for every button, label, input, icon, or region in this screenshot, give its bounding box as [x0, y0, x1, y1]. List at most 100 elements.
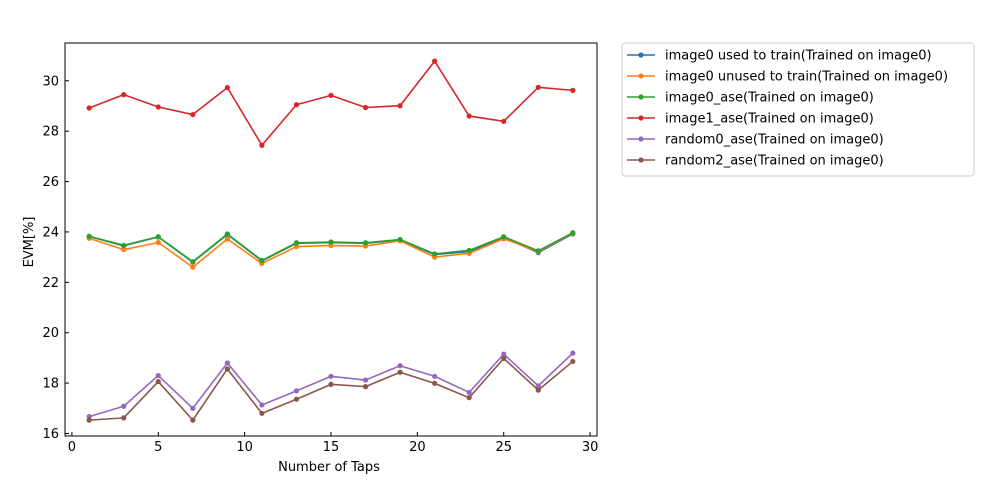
legend-entry: random2_ase(Trained on image0) [627, 154, 884, 169]
data-point [190, 264, 196, 270]
data-point [155, 239, 161, 246]
y-tick-label: 24 [42, 225, 59, 240]
data-point [535, 248, 541, 254]
data-point [570, 87, 576, 93]
legend-entry: image0_ase(Trained on image0) [627, 91, 874, 106]
data-point [155, 372, 161, 379]
data-point [155, 104, 161, 110]
data-point [570, 230, 576, 236]
data-point [121, 403, 127, 409]
data-point [121, 242, 127, 248]
legend-entry: random0_ase(Trained on image0) [627, 133, 884, 148]
x-tick-label: 5 [154, 440, 162, 455]
data-point [501, 234, 507, 240]
data-point [362, 377, 369, 383]
legend-marker [638, 115, 644, 121]
data-point [466, 395, 472, 401]
data-point [432, 380, 438, 386]
legend-entry: image1_ase(Trained on image0) [627, 112, 874, 127]
legend-marker [638, 73, 644, 79]
series-line [89, 357, 574, 421]
data-point [328, 92, 334, 98]
data-point [501, 351, 507, 357]
data-point [86, 417, 92, 423]
x-tick-label: 10 [236, 440, 253, 455]
legend-entry: image0 unused to train(Trained on image0… [627, 70, 948, 85]
data-point [155, 234, 161, 240]
axes-layer: 0 5 10 15 20 25 30 16 18 20 22 24 26 28 30 [42, 42, 599, 455]
series-3 [86, 58, 576, 148]
data-point [190, 111, 196, 118]
data-point [155, 378, 161, 385]
data-point [293, 240, 300, 246]
y-tick-label: 22 [42, 276, 59, 291]
x-tick-label: 15 [323, 440, 340, 455]
data-point [432, 373, 438, 379]
data-point [397, 369, 403, 375]
data-point [224, 366, 230, 372]
data-point [466, 389, 472, 396]
data-point [293, 396, 300, 402]
legend-marker [638, 94, 644, 100]
data-point [259, 402, 265, 408]
x-tick-label: 25 [495, 440, 512, 455]
data-point [535, 383, 541, 389]
y-tick-label: 26 [42, 175, 59, 190]
data-point [190, 259, 196, 265]
series-line [88, 60, 573, 147]
y-tick-label: 18 [42, 377, 59, 392]
data-point [190, 417, 196, 423]
data-point [86, 233, 92, 239]
legend-marker [638, 136, 644, 142]
y-tick-label: 20 [42, 326, 59, 341]
legend-marker [638, 52, 644, 58]
data-point [224, 236, 230, 242]
legend-label: image0 unused to train(Trained on image0… [665, 70, 948, 85]
data-point [224, 231, 230, 237]
data-point [259, 257, 265, 264]
data-point [224, 360, 230, 366]
legend-label: random0_ase(Trained on image0) [665, 133, 884, 148]
data-point [86, 105, 92, 111]
data-point [466, 247, 472, 253]
data-point [570, 358, 576, 365]
data-point [432, 58, 438, 64]
data-point [293, 388, 300, 394]
data-point [362, 104, 369, 111]
y-tick-label: 28 [42, 125, 59, 140]
data-point [501, 355, 507, 362]
data-point [121, 415, 127, 421]
y-axis-label: EVM[%] [22, 217, 37, 268]
x-tick-label: 0 [68, 440, 76, 455]
data-point [535, 84, 541, 90]
y-tick-label: 16 [42, 427, 59, 442]
legend-label: image0_ase(Trained on image0) [665, 91, 874, 106]
x-tick-label: 30 [582, 440, 599, 455]
legend-marker [638, 157, 644, 163]
data-point [224, 84, 230, 91]
data-point [535, 387, 541, 393]
series-4 [86, 350, 576, 420]
data-point [432, 251, 438, 257]
legend-box [621, 42, 975, 177]
data-point [259, 410, 265, 416]
series-layer [86, 58, 576, 423]
legend-label: random2_ase(Trained on image0) [665, 154, 884, 169]
data-point [397, 236, 403, 243]
data-point [293, 102, 300, 108]
data-point [328, 373, 334, 379]
data-point [362, 240, 369, 246]
data-point [501, 118, 507, 124]
data-point [190, 405, 196, 411]
legend-label: image0 used to train(Trained on image0) [665, 49, 932, 64]
legend-label: image1_ase(Trained on image0) [665, 112, 874, 127]
series-5 [86, 355, 576, 423]
data-point [259, 142, 265, 148]
data-point [121, 246, 127, 253]
data-point [121, 92, 127, 98]
legend: image0 used to train(Trained on image0) i… [621, 42, 975, 177]
y-tick-label: 30 [42, 74, 59, 89]
x-tick-label: 20 [409, 440, 426, 455]
